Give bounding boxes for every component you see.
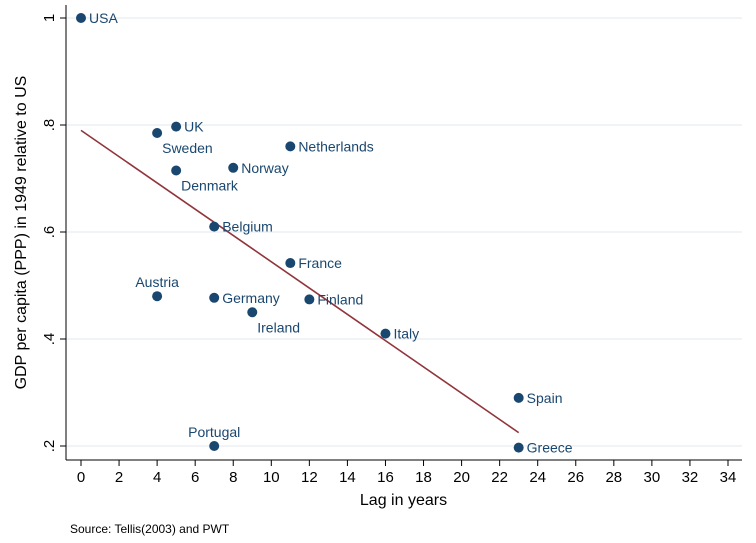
point-germany: [209, 292, 220, 303]
y-axis-ticks: .2 .4 .6 .8 1: [41, 14, 66, 452]
point-spain: [513, 392, 524, 403]
y-tick-label: .6: [41, 226, 58, 239]
point-netherlands: [285, 141, 296, 152]
point-italy: [380, 328, 391, 339]
point-uk: [171, 121, 182, 132]
x-axis-title: Lag in years: [360, 492, 447, 509]
point-label-belgium: Belgium: [222, 219, 273, 235]
x-tick-label: 22: [491, 469, 508, 486]
point-portugal: [209, 441, 220, 451]
x-tick-label: 12: [301, 469, 318, 486]
point-label-ireland: Ireland: [257, 319, 300, 335]
point-label-greece: Greece: [527, 440, 573, 456]
x-tick-label: 2: [115, 469, 123, 486]
x-tick-label: 4: [153, 469, 161, 486]
point-usa: [76, 13, 86, 23]
source-note: Source: Tellis(2003) and PWT: [70, 522, 230, 536]
point-label-italy: Italy: [393, 326, 419, 342]
point-label-denmark: Denmark: [181, 177, 239, 193]
x-tick-label: 6: [191, 469, 199, 486]
x-tick-label: 26: [567, 469, 584, 486]
x-axis-ticks: 0 2 4 6 8 10 12 14 16 18 20 22 24 26 28 30 32 34: [77, 460, 737, 486]
x-tick-label: 24: [529, 469, 546, 486]
x-tick-label: 8: [229, 469, 237, 486]
x-tick-label: 14: [339, 469, 356, 486]
point-label-sweden: Sweden: [162, 140, 213, 156]
x-tick-label: 32: [682, 469, 699, 486]
point-label-portugal: Portugal: [188, 424, 240, 440]
point-france: [285, 258, 296, 269]
y-tick-label: .2: [41, 440, 58, 453]
point-label-spain: Spain: [527, 390, 563, 406]
x-tick-label: 28: [605, 469, 622, 486]
y-tick-label: .8: [41, 119, 58, 132]
point-label-uk: UK: [184, 119, 204, 135]
fit-line: [80, 129, 520, 434]
point-label-austria: Austria: [135, 274, 179, 290]
grid-lines: [66, 17, 742, 447]
x-tick-label: 34: [720, 469, 737, 486]
x-tick-label: 0: [77, 469, 85, 486]
y-tick-label: .4: [41, 333, 58, 346]
point-ireland: [247, 307, 258, 318]
x-tick-label: 30: [644, 469, 661, 486]
point-label-france: France: [298, 255, 342, 271]
point-belgium: [209, 221, 220, 232]
fit-line-group: [80, 129, 520, 434]
point-label-usa: USA: [89, 10, 118, 26]
point-austria: [152, 291, 163, 302]
y-axis-title: GDP per capita (PPP) in 1949 relative to…: [13, 76, 30, 390]
x-tick-label: 20: [453, 469, 470, 486]
point-finland: [304, 294, 315, 305]
x-tick-label: 18: [415, 469, 432, 486]
x-tick-label: 10: [263, 469, 280, 486]
point-label-norway: Norway: [241, 160, 288, 176]
point-label-netherlands: Netherlands: [298, 138, 374, 154]
point-label-germany: Germany: [222, 290, 280, 306]
point-denmark: [171, 165, 182, 176]
point-norway: [228, 162, 239, 173]
point-label-finland: Finland: [317, 291, 363, 307]
point-greece: [513, 442, 524, 453]
point-sweden: [152, 128, 163, 139]
x-tick-label: 16: [377, 469, 394, 486]
y-tick-label: 1: [41, 14, 58, 22]
